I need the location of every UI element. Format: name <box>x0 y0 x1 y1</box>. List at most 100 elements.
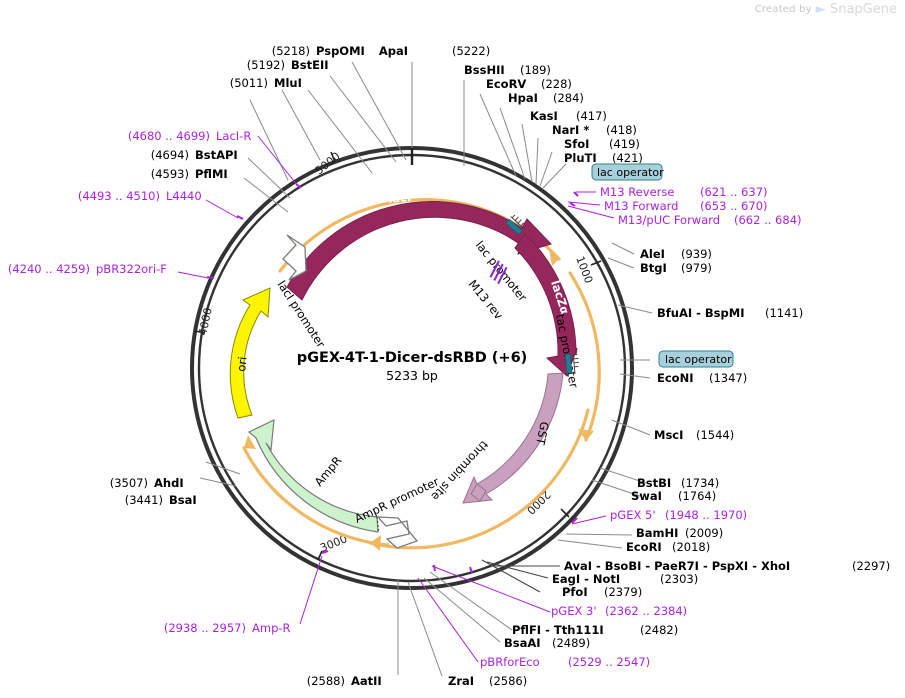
label-pos-btgi: (979) <box>681 261 712 275</box>
label-site-bstapi[interactable]: BstAPI <box>195 148 238 162</box>
label-pos-laci-r: (4680 .. 4699) <box>128 129 210 143</box>
label-group-bottom: (2588) AatII ZraI (2586) <box>307 674 528 688</box>
label-pos-pbr322ori-f: (4240 .. 4259) <box>8 262 90 276</box>
label-site-zrai[interactable]: ZraI <box>448 674 474 688</box>
feature-label-ori: ori <box>234 356 250 373</box>
label-site-pflfi[interactable]: PflFI - Tth111I <box>512 623 604 637</box>
label-site-bfuai[interactable]: BfuAI - BspMI <box>657 306 744 320</box>
feature-lacZalpha[interactable]: lacZα <box>514 233 578 377</box>
arrowhead-GST <box>370 535 381 551</box>
label-site-eagi[interactable]: EagI - NotI <box>552 572 620 586</box>
label-pos-econi: (1347) <box>709 371 747 385</box>
label-primer-m13-puc-forward[interactable]: M13/pUC Forward <box>618 213 720 227</box>
watermark-brand: SnapGene <box>829 2 897 17</box>
label-site-ahdi[interactable]: AhdI <box>154 476 184 490</box>
arc-lacZa <box>568 271 601 442</box>
label-pos-aatii: (2588) <box>307 674 345 688</box>
label-pos-bsteii: (5192) <box>247 58 285 72</box>
feature-ori[interactable]: ori <box>229 287 271 419</box>
label-pos-mlui: (5011) <box>230 76 268 90</box>
label-primer-pgex-5[interactable]: pGEX 5' <box>610 508 656 522</box>
label-site-bsteii[interactable]: BstEII <box>291 58 329 72</box>
label-site-econi[interactable]: EcoNI <box>657 371 693 385</box>
label-site-hpai[interactable]: HpaI <box>508 91 538 105</box>
label-site-ecorv[interactable]: EcoRV <box>486 77 526 91</box>
label-pos-apai: (5222) <box>452 44 490 58</box>
label-pos-msci: (1544) <box>696 428 734 442</box>
label-pos-pbrforeco: (2529 .. 2547) <box>568 655 650 669</box>
label-primer-l4440[interactable]: L4440 <box>166 189 202 203</box>
label-site-aatii[interactable]: AatII <box>351 674 382 688</box>
label-site-pfoi[interactable]: PfoI <box>562 585 588 599</box>
label-pos-ahdi: (3507) <box>110 476 148 490</box>
feature-GST[interactable]: GST <box>462 372 564 504</box>
watermark-created-by: Created by <box>754 4 812 15</box>
arrowhead-lacI <box>549 249 559 266</box>
primer-ticks-on-backbone <box>206 183 579 574</box>
label-site-pluti[interactable]: PluTI <box>564 151 597 165</box>
label-site-msci[interactable]: MscI <box>654 428 683 442</box>
label-primer-pbrforeco[interactable]: pBRforEco <box>480 655 540 669</box>
label-site-pflmi[interactable]: PflMI <box>195 167 228 181</box>
feature-thrombin-site[interactable]: thrombin site <box>428 438 491 504</box>
label-site-btgi[interactable]: BtgI <box>640 261 667 275</box>
lac-operator-badge-right[interactable]: lac operator <box>658 350 734 368</box>
primer-M13-rev[interactable] <box>487 260 509 285</box>
leader-lines-left <box>177 135 323 625</box>
lac-operator-label-top: lac operator <box>597 166 664 179</box>
label-group-primers-lower: pGEX 3' (2362 .. 2384) pBRforEco (2529 .… <box>480 604 687 669</box>
label-pos-pflfi: (2482) <box>640 623 678 637</box>
label-site-bstbi[interactable]: BstBI <box>637 476 671 490</box>
ruler-tick-1000: 1000 <box>573 254 595 285</box>
label-pos-nari: (418) <box>606 123 637 137</box>
feature-label-AmpR: AmpR <box>312 454 345 489</box>
label-pos-hpai: (284) <box>553 91 584 105</box>
label-site-mlui[interactable]: MluI <box>274 76 302 90</box>
label-primer-m13-forward[interactable]: M13 Forward <box>604 199 678 213</box>
leader-lines-primers-top-right <box>567 191 615 219</box>
label-pos-pgex-5: (1948 .. 1970) <box>665 508 747 522</box>
label-site-avai[interactable]: AvaI - BsoBI - PaeR7I - PspXI - XhoI <box>564 559 790 573</box>
label-site-nari[interactable]: NarI * <box>552 123 589 137</box>
leader-lines-top-left <box>249 61 407 181</box>
label-pos-bamhi: (2009) <box>685 526 723 540</box>
label-group-pgex5: pGEX 5' (1948 .. 1970) <box>610 508 747 522</box>
label-primer-amp-r[interactable]: Amp-R <box>252 621 291 635</box>
feature-AmpR-promoter[interactable]: AmpR promoter <box>352 474 441 549</box>
label-site-ecori[interactable]: EcoRI <box>626 540 662 554</box>
label-pos-kasi: (417) <box>576 109 607 123</box>
label-site-apai[interactable]: ApaI <box>379 44 408 58</box>
snapgene-logo-icon: ► <box>815 2 826 17</box>
label-pos-m13-puc-forward: (662 .. 684) <box>734 213 802 227</box>
leader-lines-right-lower <box>417 515 633 663</box>
label-primer-laci-r[interactable]: LacI-R <box>216 129 251 143</box>
label-primer-m13-reverse[interactable]: M13 Reverse <box>600 185 674 199</box>
feature-label-lacI: lacI <box>388 190 412 206</box>
label-primer-pbr322ori-f[interactable]: pBR322ori-F <box>96 262 167 276</box>
label-site-alei[interactable]: AleI <box>640 247 665 261</box>
label-group-right-lower: BamHI (2009) EcoRI (2018) AvaI - BsoBI -… <box>504 526 890 650</box>
label-site-bsai[interactable]: BsaI <box>169 493 197 507</box>
label-site-bsshii[interactable]: BssHII <box>464 63 505 77</box>
label-pos-avai: (2297) <box>852 559 890 573</box>
label-pos-pgex-3: (2362 .. 2384) <box>605 604 687 618</box>
label-site-kasi[interactable]: KasI <box>530 109 558 123</box>
leader-lines-right <box>591 242 653 497</box>
ruler-tick-4000: 4000 <box>196 307 215 337</box>
lac-operator-badge-top[interactable]: lac operator <box>591 163 664 181</box>
label-pos-bsshii: (189) <box>520 63 551 77</box>
label-group-right-sites: AleI (939) BtgI (979) BfuAI - BspMI (114… <box>631 247 803 503</box>
label-group-primers-top-right: M13 Reverse (621 .. 637) M13 Forward (65… <box>600 185 802 227</box>
label-site-pspomi[interactable]: PspOMI <box>316 44 365 58</box>
arrowhead-AmpR <box>244 435 256 449</box>
label-pos-alei: (939) <box>681 247 712 261</box>
label-site-bsaai[interactable]: BsaAI <box>504 636 541 650</box>
label-site-swai[interactable]: SwaI <box>631 489 662 503</box>
label-primer-pgex-3[interactable]: pGEX 3' <box>551 604 597 618</box>
label-site-sfoi[interactable]: SfoI <box>564 137 589 151</box>
label-pos-pfoi: (2379) <box>604 585 642 599</box>
label-site-bamhi[interactable]: BamHI <box>636 526 678 540</box>
label-pos-l4440: (4493 .. 4510) <box>78 189 160 203</box>
